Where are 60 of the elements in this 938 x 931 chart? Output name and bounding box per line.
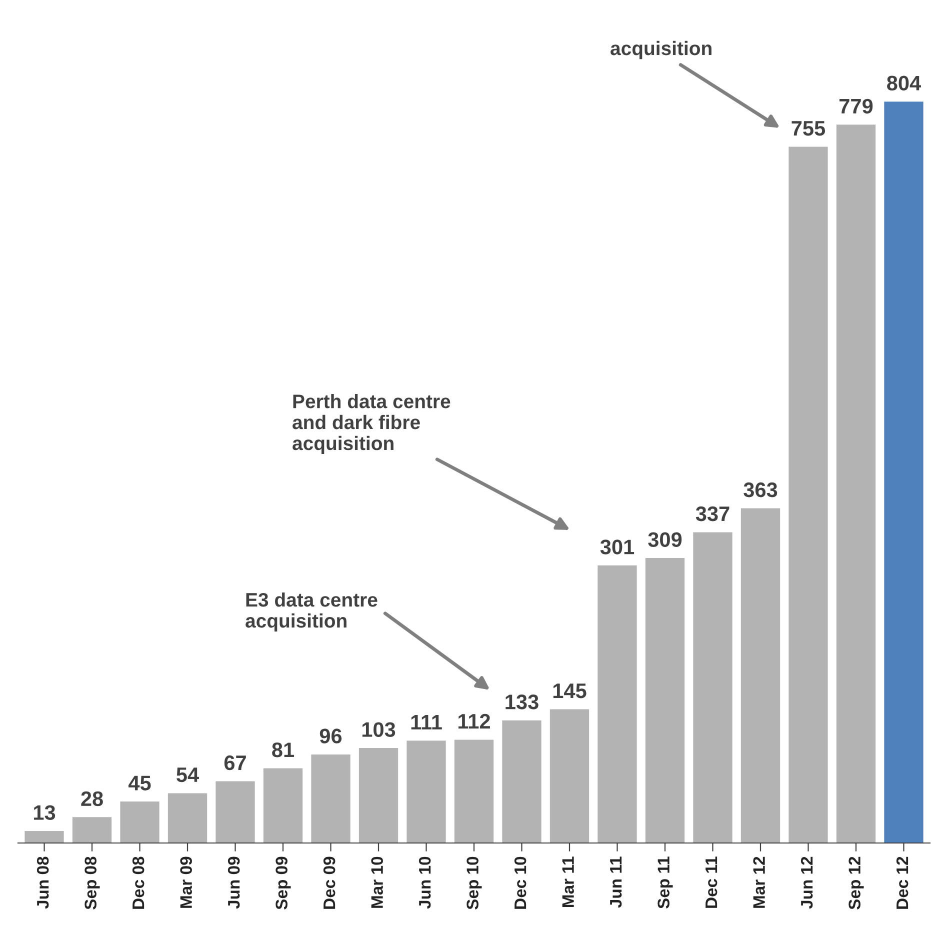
data-label: 81 [272,742,294,758]
bar [836,124,876,843]
data-label: 54 [176,768,199,782]
bar [311,754,350,843]
x-tick-label: Sep 08 [84,856,100,910]
bar [168,793,208,843]
bar [454,740,494,843]
x-tick-label: Mar 11 [562,856,574,907]
data-label: 13 [34,805,56,820]
data-label: 755 [792,121,826,136]
x-tick-label: Jun 08 [36,856,49,909]
data-label: 111 [411,715,442,730]
bar [24,831,64,843]
bar [358,748,398,843]
x-tick-label: Sep 10 [466,856,482,910]
bar [598,565,637,843]
bar [788,146,828,843]
data-label: 133 [506,694,538,710]
bar [693,532,732,843]
x-tick-label: Mar 10 [371,856,383,908]
data-label: 112 [458,714,490,728]
bar [72,817,112,843]
x-tick-label: Mar 12 [753,856,765,908]
annotation: Perth data centre and dark fibre acquisition [292,394,450,454]
bar [263,768,303,843]
bar [216,781,255,843]
data-label: 67 [224,755,246,770]
x-tick-label: Mar 09 [180,856,192,908]
x-tick-label: Jun 11 [610,856,622,908]
data-label: 45 [128,776,151,790]
x-tick-label: Jun 12 [800,856,813,909]
bar [502,720,542,843]
data-label: 301 [600,540,634,554]
data-label: 28 [81,791,103,806]
annotation: E3 data centre acquisition [246,592,378,632]
x-tick-label: Dec 11 [706,856,718,908]
x-tick-label: Dec 12 [896,856,908,909]
data-label: 309 [648,532,682,548]
bar [740,508,780,843]
bar [645,558,685,843]
data-label: 103 [362,722,396,737]
bar [406,740,446,843]
data-label: 96 [320,728,342,744]
x-tick-label: Jun 09 [228,856,240,909]
bar [550,709,590,843]
x-tick-label: Dec 08 [132,856,144,909]
x-tick-label: Sep 09 [276,856,291,910]
bar [120,802,160,843]
x-tick-label: Sep 11 [658,856,673,909]
data-label: 779 [840,98,873,114]
x-tick-label: Dec 10 [514,856,526,909]
x-tick-label: Dec 09 [323,856,336,909]
data-label: 145 [553,684,586,698]
x-tick-label: Sep 12 [848,856,864,910]
data-label: 363 [744,482,778,498]
text: acquisition [610,40,712,60]
data-label: 804 [887,76,922,91]
x-tick-label: Jun 10 [418,856,431,909]
bar [884,102,924,843]
data-label: 337 [696,506,730,522]
